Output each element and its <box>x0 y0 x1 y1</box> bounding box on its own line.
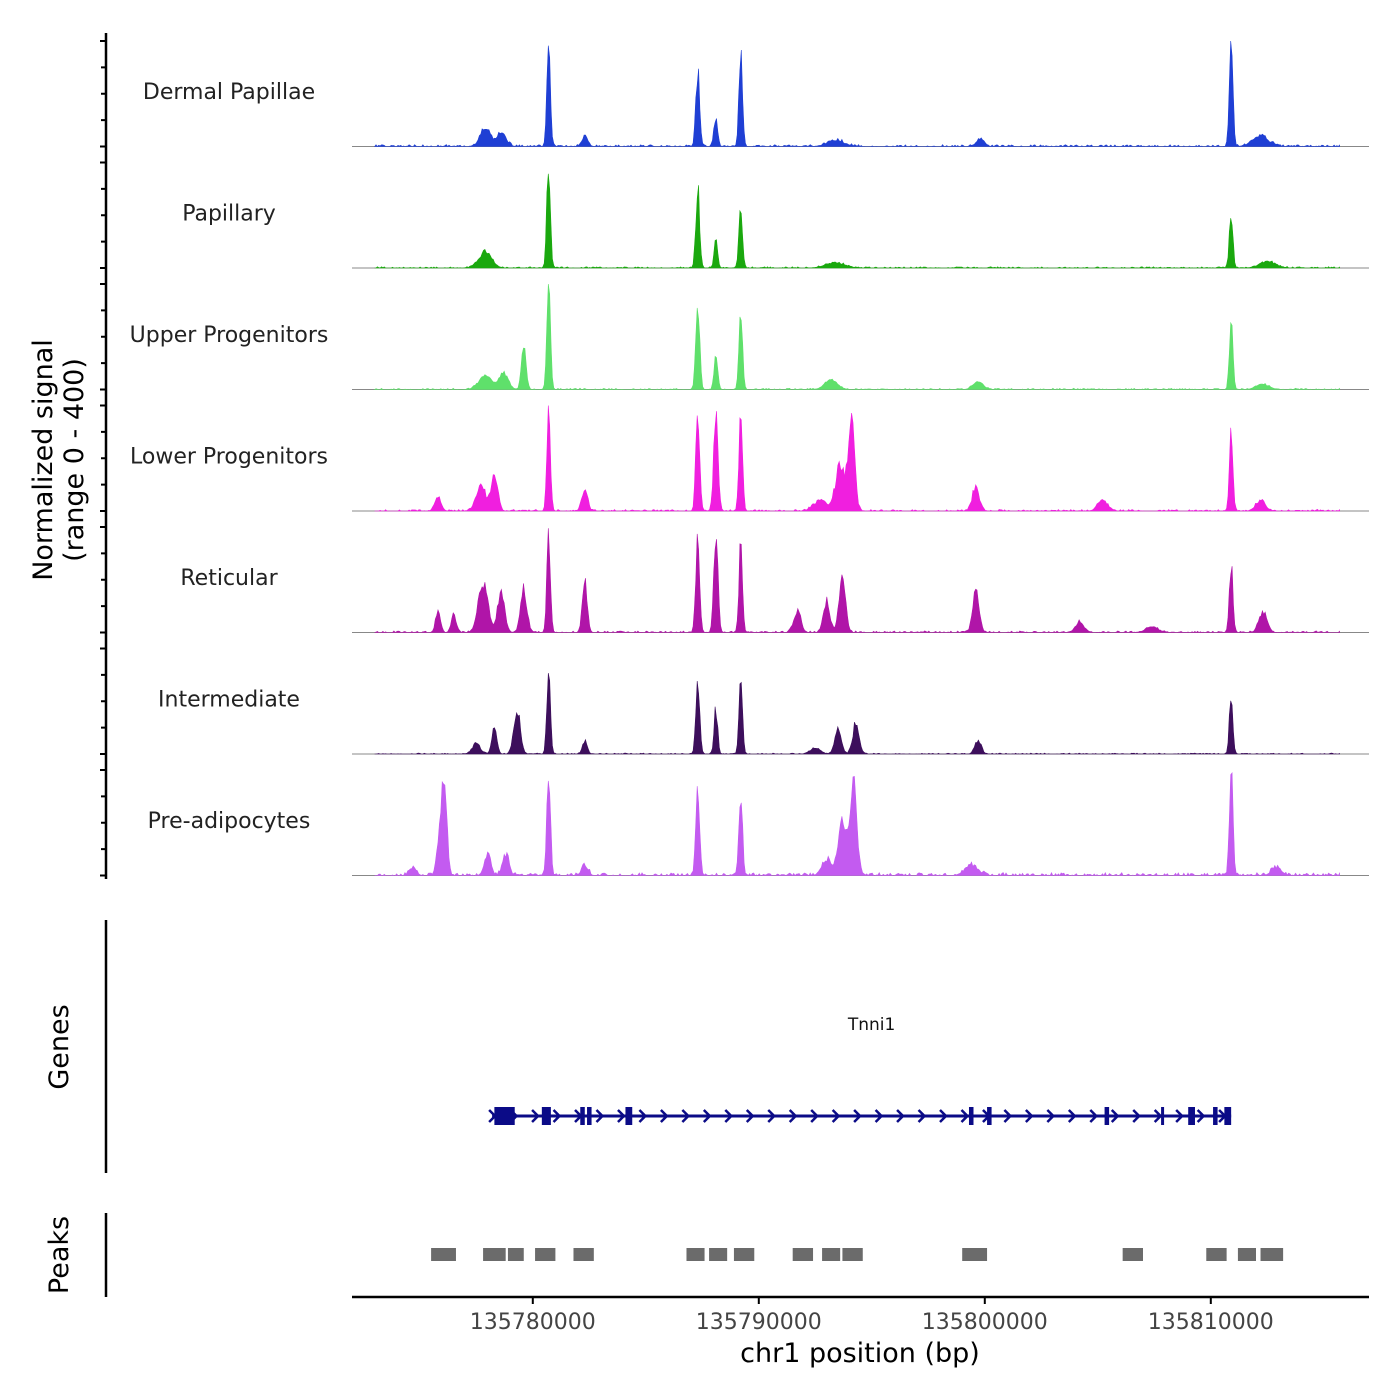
strand-arrow <box>659 1109 669 1123</box>
gene-exon <box>580 1107 585 1125</box>
track-label: Reticular <box>180 566 278 591</box>
signal-tracks: Dermal Papillae Papillary Upper Progenitor… <box>130 40 1369 877</box>
gene-exon <box>968 1107 974 1125</box>
strand-arrow <box>1196 1109 1206 1123</box>
strand-arrow <box>1175 1109 1184 1123</box>
strand-arrow <box>1132 1109 1141 1123</box>
gene-exon <box>1104 1107 1110 1125</box>
track-label: Dermal Papillae <box>143 80 315 105</box>
strand-arrow <box>896 1109 905 1123</box>
x-tick-label: 135780000 <box>470 1310 596 1335</box>
signal-area <box>373 283 1340 390</box>
strand-arrow <box>531 1109 540 1123</box>
gene-exon <box>987 1107 992 1125</box>
track-label: Pre-adipocytes <box>148 809 311 834</box>
peaks-track <box>431 1248 1284 1261</box>
y-axis-title: Normalized signal <box>28 339 59 581</box>
strand-arrow <box>1024 1109 1034 1123</box>
gene-exon <box>625 1107 633 1125</box>
strand-arrow <box>1046 1109 1056 1123</box>
peak-region <box>686 1248 705 1261</box>
peak-region <box>1122 1248 1143 1261</box>
gene-track: Tnni1 <box>488 1015 1232 1125</box>
peak-region <box>1260 1248 1284 1261</box>
gene-exon <box>541 1107 551 1125</box>
strand-arrow <box>853 1109 862 1123</box>
peak-region <box>1206 1248 1227 1261</box>
strand-arrow <box>939 1109 948 1123</box>
track-label: Papillary <box>182 202 276 227</box>
strand-arrow <box>788 1109 798 1123</box>
gene-name-label: Tnni1 <box>847 1015 895 1035</box>
track-label: Lower Progenitors <box>130 445 328 470</box>
strand-arrow <box>831 1109 841 1123</box>
track-label: Intermediate <box>158 688 300 713</box>
peak-region <box>733 1248 755 1261</box>
strand-arrow <box>960 1109 970 1123</box>
strand-arrow <box>810 1109 819 1123</box>
x-tick-label: 135800000 <box>922 1310 1048 1335</box>
strand-arrow <box>617 1109 626 1123</box>
signal-axis-ticks <box>100 40 106 877</box>
peak-region <box>507 1248 524 1261</box>
peak-region <box>822 1248 841 1261</box>
peak-region <box>535 1248 556 1261</box>
strand-arrow <box>745 1109 755 1123</box>
strand-arrow <box>874 1109 884 1123</box>
y-axis-range: (range 0 - 400) <box>59 358 90 562</box>
peak-region <box>792 1248 814 1261</box>
strand-arrow <box>681 1109 691 1123</box>
peak-region <box>709 1248 728 1261</box>
x-tick-label: 135790000 <box>696 1310 822 1335</box>
strand-arrow <box>724 1109 734 1123</box>
strand-arrow <box>767 1109 776 1123</box>
peak-region <box>573 1248 594 1261</box>
track-label: Upper Progenitors <box>130 323 329 348</box>
signal-area <box>374 173 1340 269</box>
strand-arrow <box>595 1109 605 1123</box>
peak-region <box>431 1248 456 1261</box>
strand-arrow <box>1110 1109 1120 1123</box>
gene-exon <box>494 1107 515 1125</box>
gene-exon <box>1213 1107 1218 1125</box>
signal-area <box>374 528 1340 633</box>
strand-arrow <box>638 1109 648 1123</box>
signal-area <box>374 673 1340 755</box>
peak-region <box>1237 1248 1256 1261</box>
peak-region <box>483 1248 506 1261</box>
signal-area <box>374 772 1340 877</box>
strand-arrow <box>1067 1109 1077 1123</box>
strand-arrow <box>1003 1109 1013 1123</box>
x-tick-label: 135810000 <box>1148 1310 1274 1335</box>
genes-track-title: Genes <box>44 1004 75 1089</box>
strand-arrow <box>702 1109 712 1123</box>
peaks-track-title: Peaks <box>44 1216 75 1294</box>
gene-exon <box>1224 1107 1232 1125</box>
gene-exon <box>1188 1107 1195 1125</box>
x-axis-title: chr1 position (bp) <box>740 1338 980 1369</box>
strand-arrow <box>1153 1109 1163 1123</box>
strand-arrow <box>552 1109 562 1123</box>
signal-area <box>373 40 1340 147</box>
x-axis-ticks: 135780000 135790000 135800000 135810000 <box>470 1297 1274 1335</box>
gene-exon <box>587 1107 592 1125</box>
signal-area <box>374 405 1340 512</box>
strand-arrow <box>1089 1109 1099 1123</box>
peak-region <box>962 1248 988 1261</box>
peak-region <box>842 1248 863 1261</box>
gene-exon <box>1161 1107 1165 1125</box>
strand-arrow <box>917 1109 927 1123</box>
